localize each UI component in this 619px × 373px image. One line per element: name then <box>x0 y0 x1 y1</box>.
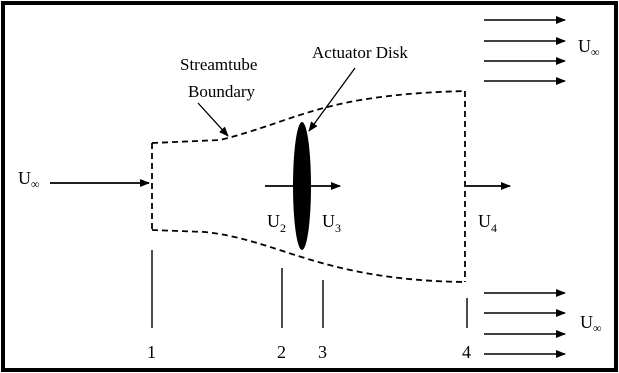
freestream-arrows-bottom <box>484 289 566 358</box>
station-label-3: 3 <box>318 342 327 362</box>
actuator-leader-arrow <box>308 67 356 132</box>
station-label-1: 1 <box>147 342 156 362</box>
streamtube-leader-arrow <box>197 102 229 137</box>
u2-label: U2 <box>267 211 286 235</box>
freestream-arrows-top <box>484 16 566 85</box>
streamtube-upper-line <box>151 90 466 144</box>
u-infinity-inflow-label: U∞ <box>18 168 40 191</box>
streamtube-label-line1: Streamtube <box>180 55 257 74</box>
streamtube-lower-line <box>151 229 466 283</box>
streamtube-label-line2: Boundary <box>188 82 256 101</box>
streamtube-boundary <box>151 90 466 283</box>
u3-label: U3 <box>322 211 341 235</box>
station-label-2: 2 <box>277 342 286 362</box>
u-infinity-bottom-label: U∞ <box>580 312 602 335</box>
station-label-4: 4 <box>462 342 471 362</box>
u-infinity-top-label: U∞ <box>578 36 600 59</box>
u4-label: U4 <box>478 211 497 235</box>
actuator-disk-label: Actuator Disk <box>312 43 408 62</box>
station-lines <box>151 250 468 328</box>
